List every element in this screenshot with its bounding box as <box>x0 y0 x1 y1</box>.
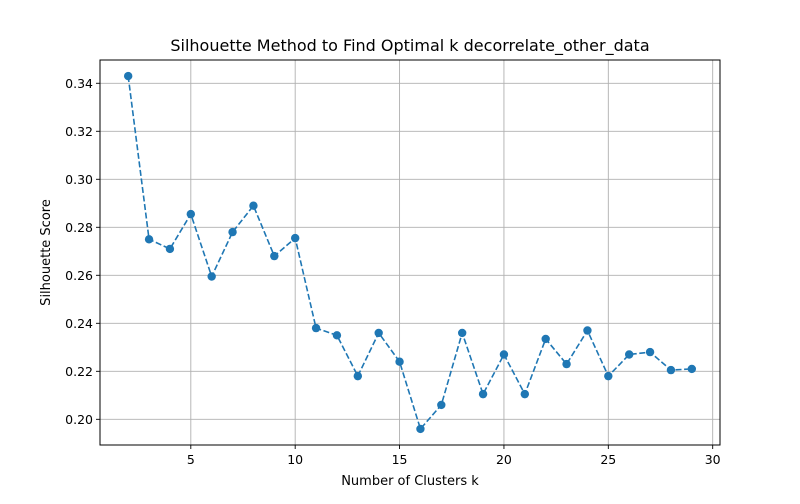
grid-layer <box>100 60 720 445</box>
data-point <box>165 244 175 254</box>
data-point <box>207 272 216 281</box>
line-layer <box>127 75 692 431</box>
x-tick-label: 5 <box>187 452 195 467</box>
data-point <box>666 365 676 375</box>
data-point <box>604 371 613 381</box>
x-tick-label: 10 <box>287 452 303 467</box>
x-tick-label: 15 <box>392 452 408 467</box>
y-axis-label: Silhouette Score <box>39 199 54 306</box>
data-point <box>562 359 571 369</box>
data-point <box>228 227 237 237</box>
chart-title: Silhouette Method to Find Optimal k deco… <box>170 36 649 56</box>
y-tick-label: 0.30 <box>65 172 93 187</box>
plot-frame <box>99 59 721 446</box>
data-point <box>520 389 530 399</box>
y-tick-label: 0.26 <box>65 268 93 283</box>
x-tick-label: 30 <box>705 452 721 467</box>
series-line <box>127 75 692 431</box>
data-point <box>123 71 133 81</box>
data-point <box>687 364 697 374</box>
data-point <box>583 326 592 335</box>
y-tick-label: 0.22 <box>65 364 93 379</box>
data-point <box>624 350 634 359</box>
data-point <box>249 201 258 210</box>
data-point <box>499 350 509 359</box>
x-ticks: 5 10 15 20 25 30 <box>187 445 721 467</box>
data-point <box>374 328 383 338</box>
y-tick-label: 0.28 <box>65 220 93 235</box>
y-tick-label: 0.20 <box>65 412 93 427</box>
data-point <box>332 331 342 340</box>
y-tick-label: 0.34 <box>65 76 93 91</box>
data-point <box>270 251 279 261</box>
data-point <box>541 334 550 344</box>
data-point <box>457 328 467 338</box>
data-point <box>416 424 425 434</box>
y-tick-label: 0.24 <box>65 316 93 331</box>
data-point <box>478 389 488 399</box>
x-tick-label: 25 <box>600 452 616 467</box>
data-point <box>290 233 300 243</box>
data-point <box>395 357 404 366</box>
x-axis-label: Number of Clusters k <box>341 474 479 489</box>
data-point <box>437 400 446 410</box>
data-point <box>645 347 655 357</box>
y-ticks: 0.20 0.22 0.24 0.26 0.28 0.30 0.32 0.34 <box>65 76 100 427</box>
data-point <box>311 323 321 333</box>
data-point <box>353 371 363 381</box>
data-point <box>144 235 154 244</box>
y-tick-label: 0.32 <box>65 124 93 139</box>
x-tick-label: 20 <box>496 452 512 467</box>
data-point <box>186 209 196 219</box>
points-layer <box>123 71 697 434</box>
